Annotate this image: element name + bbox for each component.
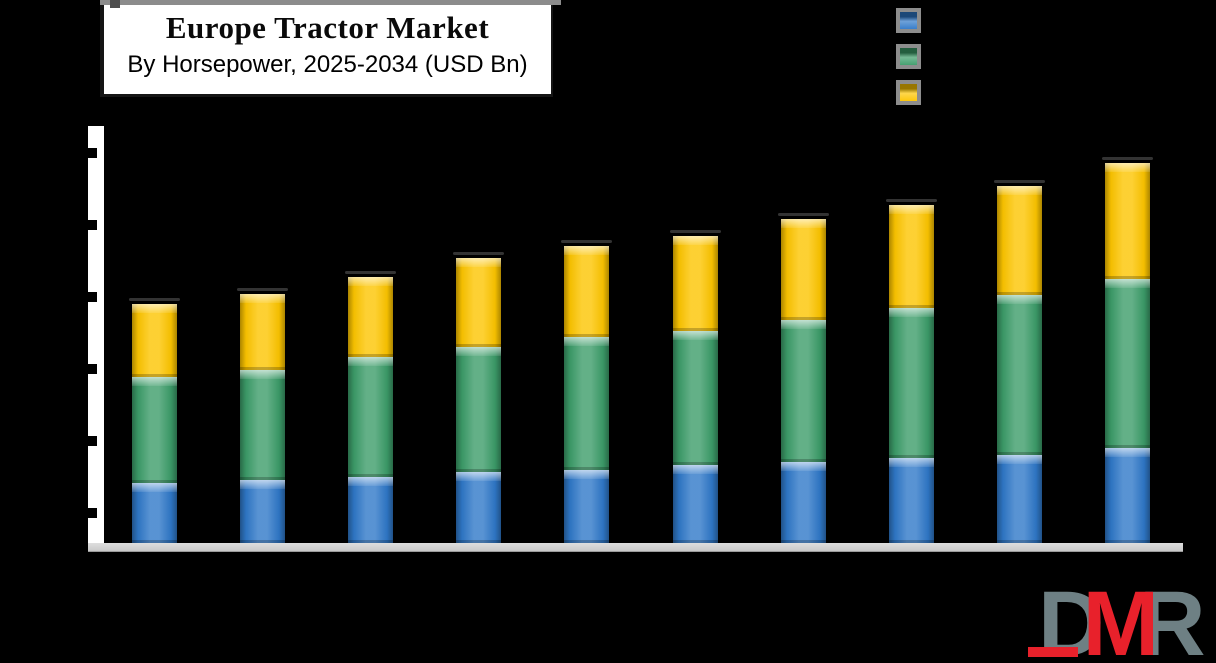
bar-2026 [237, 287, 289, 544]
legend-swatch-yellow-icon [896, 80, 921, 105]
dmr-letter-r: R [1139, 573, 1206, 663]
bar-2025 [129, 297, 180, 544]
title-box: Europe Tractor Market By Horsepower, 202… [100, 0, 561, 97]
bar-segment-2030-blue [672, 465, 718, 543]
legend [896, 8, 929, 105]
bar-segment-2029-yellow [564, 246, 610, 338]
bar-segment-2029-green [564, 337, 610, 471]
bar-segment-2034-yellow [1104, 162, 1150, 280]
dmr-letter-m: M [1082, 573, 1160, 663]
title-box-top-edge [100, 0, 561, 8]
y-axis-tick [88, 436, 97, 446]
bar-2034 [1101, 156, 1153, 543]
bar-segment-2029-blue [564, 469, 610, 544]
bar-segment-2033-green [996, 295, 1042, 456]
bar-segment-2032-yellow [888, 204, 934, 309]
bar-segment-2026-blue [240, 479, 286, 544]
legend-swatch-green-icon [896, 44, 921, 69]
chart-subtitle: By Horsepower, 2025-2034 (USD Bn) [127, 51, 528, 78]
bar-segment-2033-blue [996, 455, 1042, 543]
bar-top-shadow [1101, 156, 1153, 160]
plot-floor [88, 543, 1183, 552]
bar-2027 [345, 270, 397, 544]
bar-2030 [669, 230, 721, 543]
bar-segment-2028-green [456, 347, 502, 473]
bar-2028 [453, 251, 505, 543]
bar-2032 [885, 198, 937, 543]
bar-segment-2025-green [132, 377, 177, 483]
bar-segment-2034-blue [1104, 447, 1150, 543]
bar-top-shadow [129, 297, 180, 301]
dmr-watermark-logo: D M R [1028, 578, 1216, 663]
bar-segment-2031-green [780, 319, 826, 463]
bar-segment-2032-green [888, 308, 934, 459]
legend-item-yellow [896, 80, 929, 105]
dmr-logo-red-bar [1028, 647, 1078, 657]
bar-segment-2031-blue [780, 462, 826, 543]
bar-segment-2028-yellow [456, 257, 502, 348]
y-axis-tick [88, 508, 97, 518]
legend-swatch-blue-icon [896, 8, 921, 33]
y-axis-tick [88, 148, 97, 158]
bar-segment-2030-green [672, 331, 718, 466]
bar-segment-2030-yellow [672, 236, 718, 332]
bar-segment-2026-yellow [240, 293, 286, 371]
bar-top-shadow [453, 251, 505, 255]
legend-item-blue [896, 8, 929, 33]
bar-segment-2034-green [1104, 279, 1150, 449]
bar-segment-2025-blue [132, 482, 177, 544]
bar-segment-2033-yellow [996, 185, 1042, 296]
legend-item-green [896, 44, 929, 69]
bar-segment-2031-yellow [780, 219, 826, 320]
chart-title: Europe Tractor Market [165, 10, 490, 45]
y-axis [88, 126, 104, 543]
bar-top-shadow [993, 179, 1045, 183]
bar-segment-2027-yellow [348, 276, 394, 358]
bar-2033 [993, 179, 1045, 543]
bar-top-shadow [561, 240, 613, 244]
bar-segment-2025-yellow [132, 303, 177, 378]
bar-top-shadow [237, 287, 289, 291]
bar-segment-2026-green [240, 370, 286, 481]
bar-top-shadow [777, 213, 829, 216]
bar-top-shadow [345, 270, 397, 274]
bar-segment-2032-blue [888, 458, 934, 543]
bar-2029 [561, 240, 613, 544]
bar-top-shadow [669, 230, 721, 234]
y-axis-tick [88, 292, 97, 302]
bar-2031 [777, 213, 829, 543]
y-axis-tick [88, 364, 97, 374]
bar-segment-2027-blue [348, 476, 394, 544]
bar-top-shadow [885, 198, 937, 202]
title-box-corner-shadow [110, 0, 120, 8]
bar-segment-2028-blue [456, 472, 502, 543]
y-axis-tick [88, 220, 97, 230]
bar-segment-2027-green [348, 357, 394, 477]
